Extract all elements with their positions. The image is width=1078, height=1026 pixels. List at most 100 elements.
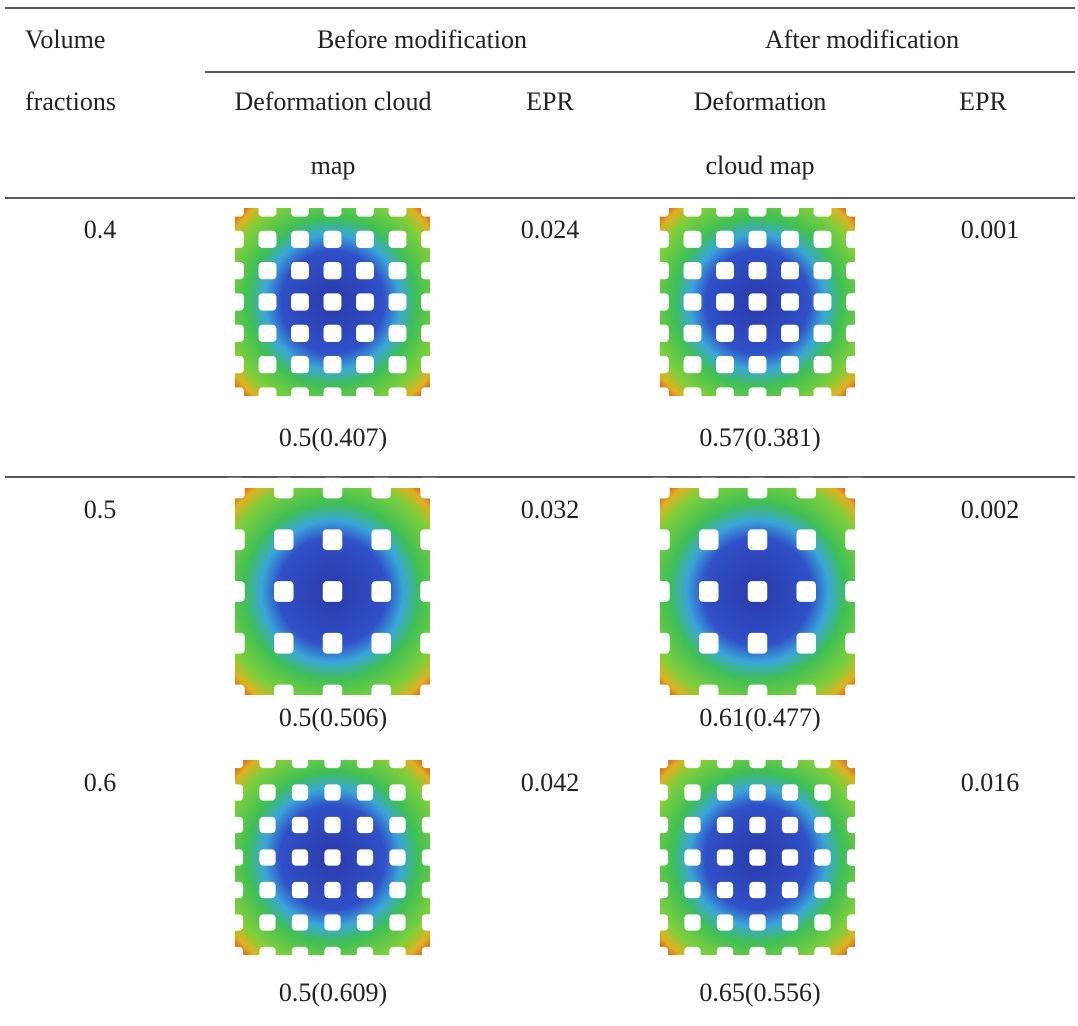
map-hole [684,199,702,216]
map-hole [259,387,277,404]
map-hole [651,356,669,373]
map-hole [847,914,863,930]
map-hole [292,849,308,865]
map-hole [324,325,342,342]
map-hole [389,947,405,963]
map-hole [324,199,342,216]
map-hole [716,356,734,373]
map-hole [226,262,244,279]
map-hole [324,947,340,963]
map-hole [420,478,440,499]
map-hole [699,633,719,654]
map-hole [684,849,700,865]
map-hole [291,199,309,216]
header-cell: EPR [526,87,574,116]
map-hole [781,262,799,279]
map-hole [847,817,863,833]
map-hole [323,685,343,706]
map-hole [323,633,343,654]
map-hole [356,325,374,342]
map-hole [699,478,719,499]
epr-cell: 0.002 [961,495,1020,524]
map-hole [781,356,799,373]
map-hole [389,882,405,898]
map-hole [814,849,830,865]
map-hole [357,752,373,768]
map-hole [324,784,340,800]
map-hole [324,752,340,768]
map-hole [847,947,863,963]
map-hole [421,387,439,404]
map-caption: 0.61(0.477) [699,703,820,732]
map-caption: 0.5(0.609) [279,978,387,1007]
map-hole [259,882,275,898]
map-hole [814,752,830,768]
map-hole [845,633,865,654]
map-hole [259,231,277,248]
map-hole [748,478,768,499]
map-hole [652,947,668,963]
map-hole [717,849,733,865]
map-hole [292,947,308,963]
map-hole [717,817,733,833]
header-cell: EPR [959,87,1007,116]
epr-cell: 0.016 [961,768,1020,797]
map-hole [716,231,734,248]
map-hole [716,262,734,279]
header-cell: map [311,151,356,180]
map-hole [782,784,798,800]
map-hole [420,581,440,602]
map-hole [814,262,832,279]
map-hole [372,529,392,550]
map-hole [781,387,799,404]
map-hole [652,752,668,768]
map-hole [357,914,373,930]
deformation-cloud-map [227,752,438,963]
map-hole [651,199,669,216]
map-hole [797,478,817,499]
map-hole [797,581,817,602]
map-hole [651,262,669,279]
map-hole [749,387,767,404]
map-hole [699,529,719,550]
map-hole [797,633,817,654]
epr-cell: 0.024 [521,215,580,244]
table: Volume fractions Before modification Aft… [0,0,1078,1026]
map-hole [421,262,439,279]
map-hole [227,882,243,898]
map-hole [323,478,343,499]
map-hole [650,478,670,499]
map-hole [357,849,373,865]
map-hole [274,581,294,602]
map-hole [422,947,438,963]
map-hole [274,685,294,706]
map-hole [846,387,864,404]
map-hole [227,849,243,865]
deformation-cloud-map [651,199,864,404]
map-hole [420,685,440,706]
map-hole [389,784,405,800]
map-hole [749,947,765,963]
map-hole [227,817,243,833]
map-hole [291,356,309,373]
map-hole [274,633,294,654]
map-hole [356,231,374,248]
map-hole [781,199,799,216]
map-hole [684,752,700,768]
map-hole [749,752,765,768]
map-hole [749,914,765,930]
deformation-cloud-map [226,199,439,404]
map-hole [225,581,245,602]
map-hole [389,231,407,248]
map-hole [651,325,669,342]
map-hole [422,752,438,768]
map-hole [324,914,340,930]
map-caption: 0.5(0.407) [279,423,387,452]
map-hole [846,231,864,248]
map-hole [748,633,768,654]
map-hole [716,387,734,404]
map-hole [259,849,275,865]
map-hole [814,914,830,930]
map-hole [782,752,798,768]
map-hole [422,914,438,930]
